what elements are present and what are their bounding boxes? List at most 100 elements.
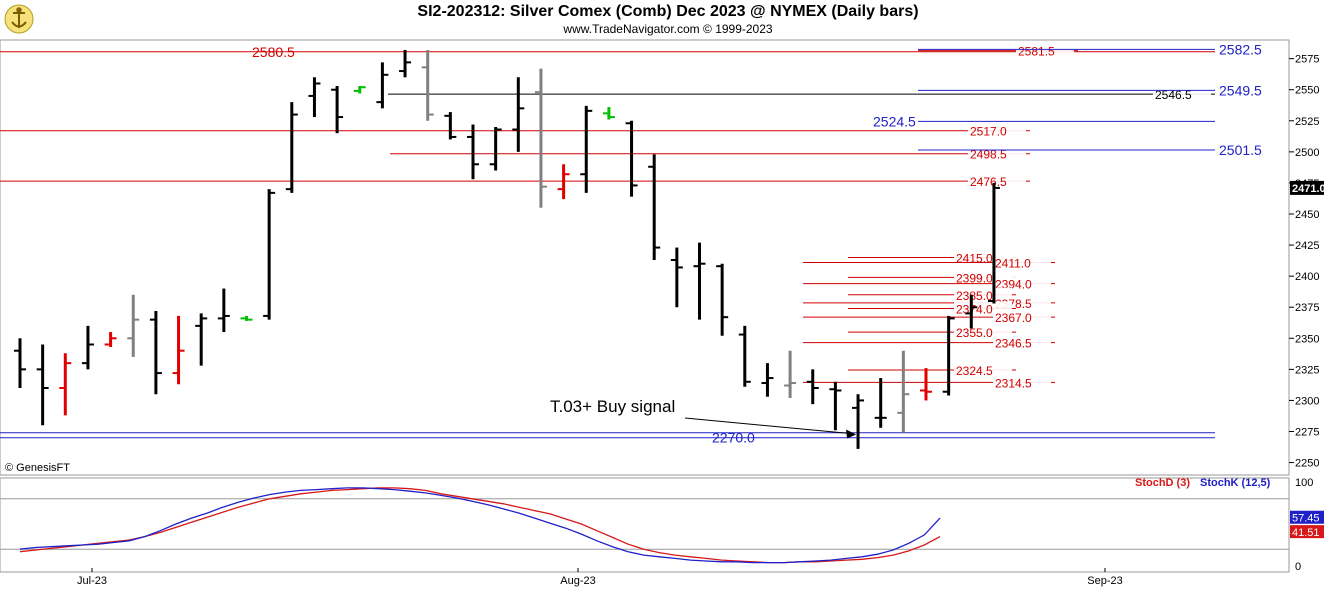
- ohlc-bar: [263, 189, 276, 320]
- annotation-arrow-line: [684, 417, 851, 434]
- ohlc-bar: [240, 315, 253, 321]
- stochd-value: 41.51: [1292, 527, 1320, 539]
- ohlc-bar: [195, 313, 208, 366]
- y-tick-label: 2350: [1295, 333, 1319, 345]
- ohlc-bar: [104, 332, 117, 347]
- level-label: 2476.5: [970, 175, 1007, 189]
- y-tick-label: 2275: [1295, 427, 1319, 439]
- ohlc-bar: [965, 294, 978, 329]
- stochastic-panel: [0, 477, 1290, 573]
- ohlc-bar: [81, 325, 94, 370]
- ohlc-bar: [59, 353, 72, 416]
- level-label: 2411.0: [995, 256, 1031, 270]
- ohlc-bar: [829, 381, 842, 431]
- ohlc-bar: [149, 310, 162, 395]
- y-tick-label: 2500: [1295, 147, 1319, 159]
- x-tick-label: Sep-23: [1087, 575, 1122, 587]
- ohlc-bar: [353, 85, 366, 94]
- level-label: 2270.0: [712, 430, 755, 446]
- y-tick-label: 2375: [1295, 302, 1319, 314]
- level-label: 2546.5: [1155, 88, 1192, 102]
- x-tick-label: Aug-23: [560, 575, 595, 587]
- y-tick-label: 2325: [1295, 364, 1319, 376]
- y-tick-label: 2575: [1295, 54, 1319, 66]
- ohlc-bar: [14, 338, 26, 388]
- ohlc-bar: [421, 49, 434, 121]
- ohlc-bar: [376, 62, 389, 109]
- level-label: 2524.5: [873, 113, 916, 129]
- stochk-value-box: [1290, 510, 1324, 524]
- last-price-box: [1290, 180, 1324, 195]
- level-label: 2501.5: [1219, 142, 1262, 158]
- y-tick-label: 2300: [1295, 395, 1319, 407]
- level-label-bg: [993, 310, 1051, 325]
- level-label: 2324.5: [956, 364, 993, 378]
- ohlc-bar: [738, 325, 751, 387]
- ohlc-bar: [489, 127, 502, 171]
- ohlc-bar: [784, 350, 797, 398]
- ohlc-bar: [670, 247, 683, 308]
- stoch-line: [19, 487, 941, 564]
- ohlc-bar: [852, 394, 865, 449]
- level-label-bg: [954, 325, 1012, 340]
- stochk-legend: StochK (12,5): [1200, 477, 1271, 489]
- ohlc-bar: [172, 315, 185, 385]
- level-label-bg: [968, 123, 1026, 138]
- level-label: 2580.5: [252, 44, 295, 60]
- level-label: 2581.5: [1018, 45, 1055, 59]
- ohlc-bar: [874, 378, 887, 428]
- ohlc-bar: [942, 315, 955, 396]
- y-tick-label: 2450: [1295, 209, 1319, 221]
- chart-title: SI2-202312: Silver Comex (Comb) Dec 2023…: [417, 3, 919, 20]
- level-label-bg: [1016, 43, 1074, 58]
- ohlc-bar: [897, 350, 910, 433]
- level-label: 2582.5: [1219, 41, 1262, 57]
- ohlc-bar: [217, 288, 230, 333]
- ohlc-bar: [716, 263, 729, 336]
- y-tick-label: 2525: [1295, 116, 1319, 128]
- ohlc-bar: [987, 182, 1000, 304]
- ohlc-bar: [127, 294, 140, 357]
- stochk-value: 57.45: [1292, 513, 1320, 525]
- stochd-value-box: [1290, 525, 1324, 539]
- y-tick-label: 2250: [1295, 458, 1319, 470]
- y-tick-label: 2550: [1295, 85, 1319, 97]
- level-label: 2415.0: [956, 252, 993, 266]
- level-label: 2399.0: [956, 271, 993, 285]
- ohlc-bar: [625, 120, 638, 197]
- x-tick-label: Jul-23: [77, 575, 107, 587]
- stoch-y-tick-label: 0: [1295, 561, 1301, 573]
- price-panel: [0, 39, 1290, 476]
- buy-signal-annotation: T.03+ Buy signal: [550, 397, 675, 416]
- ohlc-bar: [285, 102, 298, 193]
- ohlc-bar: [331, 85, 344, 134]
- level-label-bg: [993, 255, 1051, 270]
- level-label-bg: [993, 375, 1051, 390]
- level-label-bg: [968, 174, 1026, 189]
- level-label: 2498.5: [970, 148, 1007, 162]
- level-label-bg: [954, 362, 1012, 377]
- level-label: 2346.5: [995, 337, 1032, 351]
- stochd-legend: StochD (3): [1135, 477, 1190, 489]
- ohlc-bar: [920, 368, 932, 401]
- ohlc-bar: [36, 344, 49, 426]
- level-label-bg: [993, 276, 1051, 291]
- last-price-label: 2471.0: [1292, 183, 1326, 195]
- stoch-y-tick-label: 100: [1295, 477, 1313, 489]
- y-tick-label: 2400: [1295, 271, 1319, 283]
- level-label: 2374.0: [956, 302, 993, 316]
- chart-header: SI2-202312: Silver Comex (Comb) Dec 2023…: [0, 0, 1336, 40]
- level-label: 2517.0: [970, 125, 1007, 139]
- ohlc-bar: [693, 242, 706, 320]
- ohlc-bar: [761, 363, 774, 397]
- ohlc-bar: [467, 124, 479, 180]
- ohlc-bar: [399, 49, 412, 78]
- level-label: 2385.0: [956, 289, 993, 303]
- level-label: 2355.0: [956, 326, 993, 340]
- anchor-logo-icon: [4, 4, 34, 34]
- chart-subtitle: www.TradeNavigator.com © 1999-2023: [563, 22, 773, 36]
- annotation-arrowhead: [846, 429, 857, 439]
- ohlc-bar: [806, 369, 819, 405]
- level-label-bg: [993, 335, 1051, 350]
